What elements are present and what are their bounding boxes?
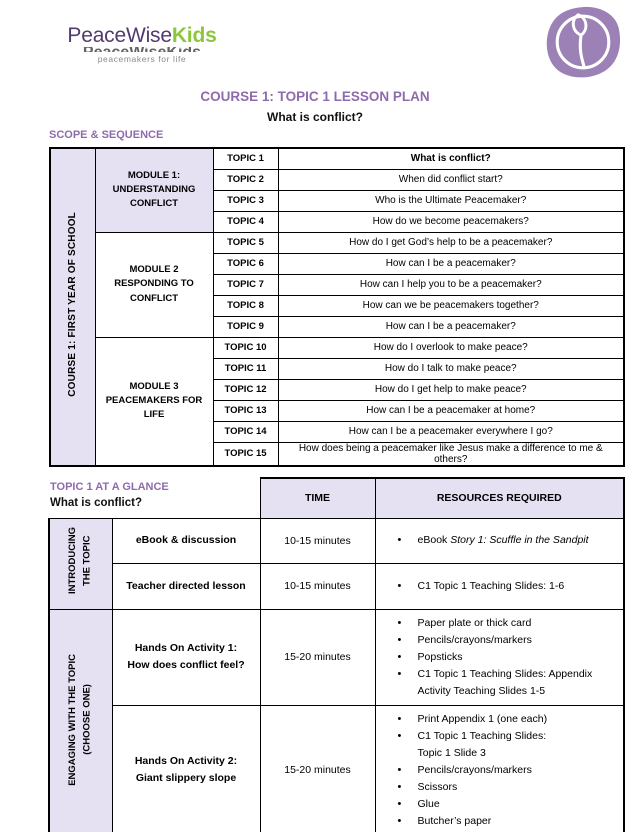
question-cell: How can I be a peacemaker at home?	[277, 399, 625, 422]
topic-cell: TOPIC 14	[212, 420, 279, 443]
table-row: TOPIC 15 How does being a peacemaker lik…	[50, 441, 625, 466]
table-row: Teacher directed lesson 10-15 minutes C1…	[49, 562, 625, 610]
resources-cell: Print Appendix 1 (one each) C1 Topic 1 T…	[374, 704, 625, 832]
question-cell: How can I be a peacemaker everywhere I g…	[277, 420, 625, 443]
question-cell: How do I overlook to make peace?	[277, 336, 625, 359]
glance-heading: TOPIC 1 AT A GLANCE	[50, 481, 169, 493]
section-introducing-cell: INTRODUCING THE TOPIC	[48, 517, 113, 610]
course-label: COURSE 1: FIRST YEAR OF SCHOOL	[66, 211, 78, 397]
section-label: ENGAGING WITH THE TOPIC (CHOOSE ONE)	[67, 653, 93, 786]
table-header-row: TOPIC 1 AT A GLANCE What is conflict? TI…	[49, 477, 625, 519]
table-row: MODULE 3 PEACEMAKERS FOR LIFE TOPIC 10 H…	[50, 336, 625, 466]
column-header-time: TIME	[259, 477, 376, 519]
resources-cell: eBook Story 1: Scuffle in the Sandpit	[374, 517, 625, 564]
question-cell: How do I get help to make peace?	[277, 378, 625, 401]
question-cell: Who is the Ultimate Peacemaker?	[277, 189, 625, 212]
question-cell: How do I talk to make peace?	[277, 357, 625, 380]
page-title: COURSE 1: TOPIC 1 LESSON PLAN	[200, 89, 430, 104]
resource-item: eBook Story 1: Scuffle in the Sandpit	[380, 532, 619, 550]
logo-wordmark-peacewise: PeaceWise	[67, 24, 172, 47]
topic-cell: TOPIC 12	[212, 378, 279, 401]
table-row: TOPIC 6 How can I be a peacemaker?	[50, 252, 625, 275]
module-2-cell: MODULE 2 RESPONDING TO CONFLICT	[94, 231, 214, 338]
topic-cell: TOPIC 3	[212, 189, 279, 212]
resource-item: Paper plate or thick card	[380, 615, 619, 633]
column-header-resources: RESOURCES REQUIRED	[374, 477, 625, 519]
question-cell: When did conflict start?	[277, 168, 625, 191]
resource-item: Print Appendix 1 (one each)	[380, 711, 619, 729]
page-subtitle: What is conflict?	[267, 110, 363, 124]
section-engaging-cell: ENGAGING WITH THE TOPIC (CHOOSE ONE)	[48, 608, 113, 832]
sprout-circle-emblem-icon	[544, 6, 622, 78]
table-row: COURSE 1: FIRST YEAR OF SCHOOL MODULE 1:…	[49, 147, 625, 466]
resource-item: Pencils/crayons/markers	[380, 632, 619, 650]
topic-cell: TOPIC 13	[212, 399, 279, 422]
resource-item: C1 Topic 1 Teaching Slides: Appendix Act…	[380, 666, 619, 700]
question-cell: How do we become peacemakers?	[277, 210, 625, 233]
activity-cell: Hands On Activity 1: How does conflict f…	[111, 608, 261, 706]
topic-cell: TOPIC 11	[212, 357, 279, 380]
question-cell: How can we be peacemakers together?	[277, 294, 625, 317]
topic-cell: TOPIC 15	[212, 441, 279, 466]
table-row: TOPIC 12 How do I get help to make peace…	[50, 378, 625, 401]
topic-cell: TOPIC 6	[212, 252, 279, 275]
peacewisekids-logo: PeaceWiseKids PeaceWiseKids peacemakers …	[52, 24, 232, 64]
table-row: TOPIC 4 How do we become peacemakers?	[50, 210, 625, 233]
resources-cell: C1 Topic 1 Teaching Slides: 1-6	[374, 562, 625, 610]
activity-cell: Hands On Activity 2: Giant slippery slop…	[111, 704, 261, 832]
resource-item: Scissors	[380, 779, 619, 797]
at-a-glance-table: TOPIC 1 AT A GLANCE What is conflict? TI…	[48, 477, 625, 832]
time-cell: 15-20 minutes	[259, 704, 376, 832]
module-3-cell: MODULE 3 PEACEMAKERS FOR LIFE	[94, 336, 214, 466]
module-1-cell: MODULE 1: UNDERSTANDING CONFLICT	[94, 147, 214, 233]
question-cell: How can I be a peacemaker?	[277, 252, 625, 275]
topic-cell: TOPIC 9	[212, 315, 279, 338]
course-label-cell: COURSE 1: FIRST YEAR OF SCHOOL	[49, 147, 96, 466]
question-cell: What is conflict?	[277, 147, 625, 170]
topic-cell: TOPIC 2	[212, 168, 279, 191]
resource-item: Pencils/crayons/markers	[380, 762, 619, 780]
glance-heading-area: TOPIC 1 AT A GLANCE What is conflict?	[49, 478, 260, 518]
scope-sequence-table: COURSE 1: FIRST YEAR OF SCHOOL MODULE 1:…	[49, 147, 625, 467]
logo-wordmark-kids: Kids	[171, 24, 217, 47]
topic-cell: TOPIC 8	[212, 294, 279, 317]
logo-tagline: peacemakers for life	[97, 54, 187, 64]
table-row: TOPIC 14 How can I be a peacemaker every…	[50, 420, 625, 443]
question-cell: How do I get God’s help to be a peacemak…	[277, 231, 625, 254]
time-cell: 15-20 minutes	[259, 608, 376, 706]
resource-item: C1 Topic 1 Teaching Slides: Topic 1 Slid…	[380, 728, 619, 762]
topic-cell: TOPIC 10	[212, 336, 279, 359]
topic-cell: TOPIC 1	[212, 147, 279, 170]
resource-item: Butcher’s paper	[380, 813, 619, 831]
section-label: INTRODUCING THE TOPIC	[67, 527, 93, 595]
question-cell: How can I be a peacemaker?	[277, 315, 625, 338]
topic-cell: TOPIC 5	[212, 231, 279, 254]
resource-item: Popsticks	[380, 649, 619, 667]
table-row: Hands On Activity 2: Giant slippery slop…	[49, 704, 625, 832]
resource-item: Glue	[380, 796, 619, 814]
logo-wordmark: PeaceWiseKids	[52, 24, 232, 47]
topic-cell: TOPIC 7	[212, 273, 279, 296]
resources-cell: Paper plate or thick card Pencils/crayon…	[374, 608, 625, 706]
table-row: TOPIC 3 Who is the Ultimate Peacemaker?	[50, 189, 625, 212]
question-cell: How can I help you to be a peacemaker?	[277, 273, 625, 296]
logo-print-artifact: PeaceWiseKids	[52, 47, 232, 52]
table-row: MODULE 2 RESPONDING TO CONFLICT TOPIC 5 …	[50, 231, 625, 338]
activity-cell: Teacher directed lesson	[111, 562, 261, 610]
resource-item: C1 Topic 1 Teaching Slides: 1-6	[380, 578, 619, 596]
question-cell: How does being a peacemaker like Jesus m…	[277, 441, 625, 466]
activity-cell: eBook & discussion	[111, 517, 261, 564]
time-cell: 10-15 minutes	[259, 562, 376, 610]
glance-subheading: What is conflict?	[50, 497, 142, 509]
scope-sequence-heading: SCOPE & SEQUENCE	[49, 129, 164, 141]
topic-cell: TOPIC 4	[212, 210, 279, 233]
table-row: INTRODUCING THE TOPIC eBook & discussion…	[48, 517, 625, 610]
time-cell: 10-15 minutes	[259, 517, 376, 564]
table-row: ENGAGING WITH THE TOPIC (CHOOSE ONE) Han…	[48, 608, 625, 832]
